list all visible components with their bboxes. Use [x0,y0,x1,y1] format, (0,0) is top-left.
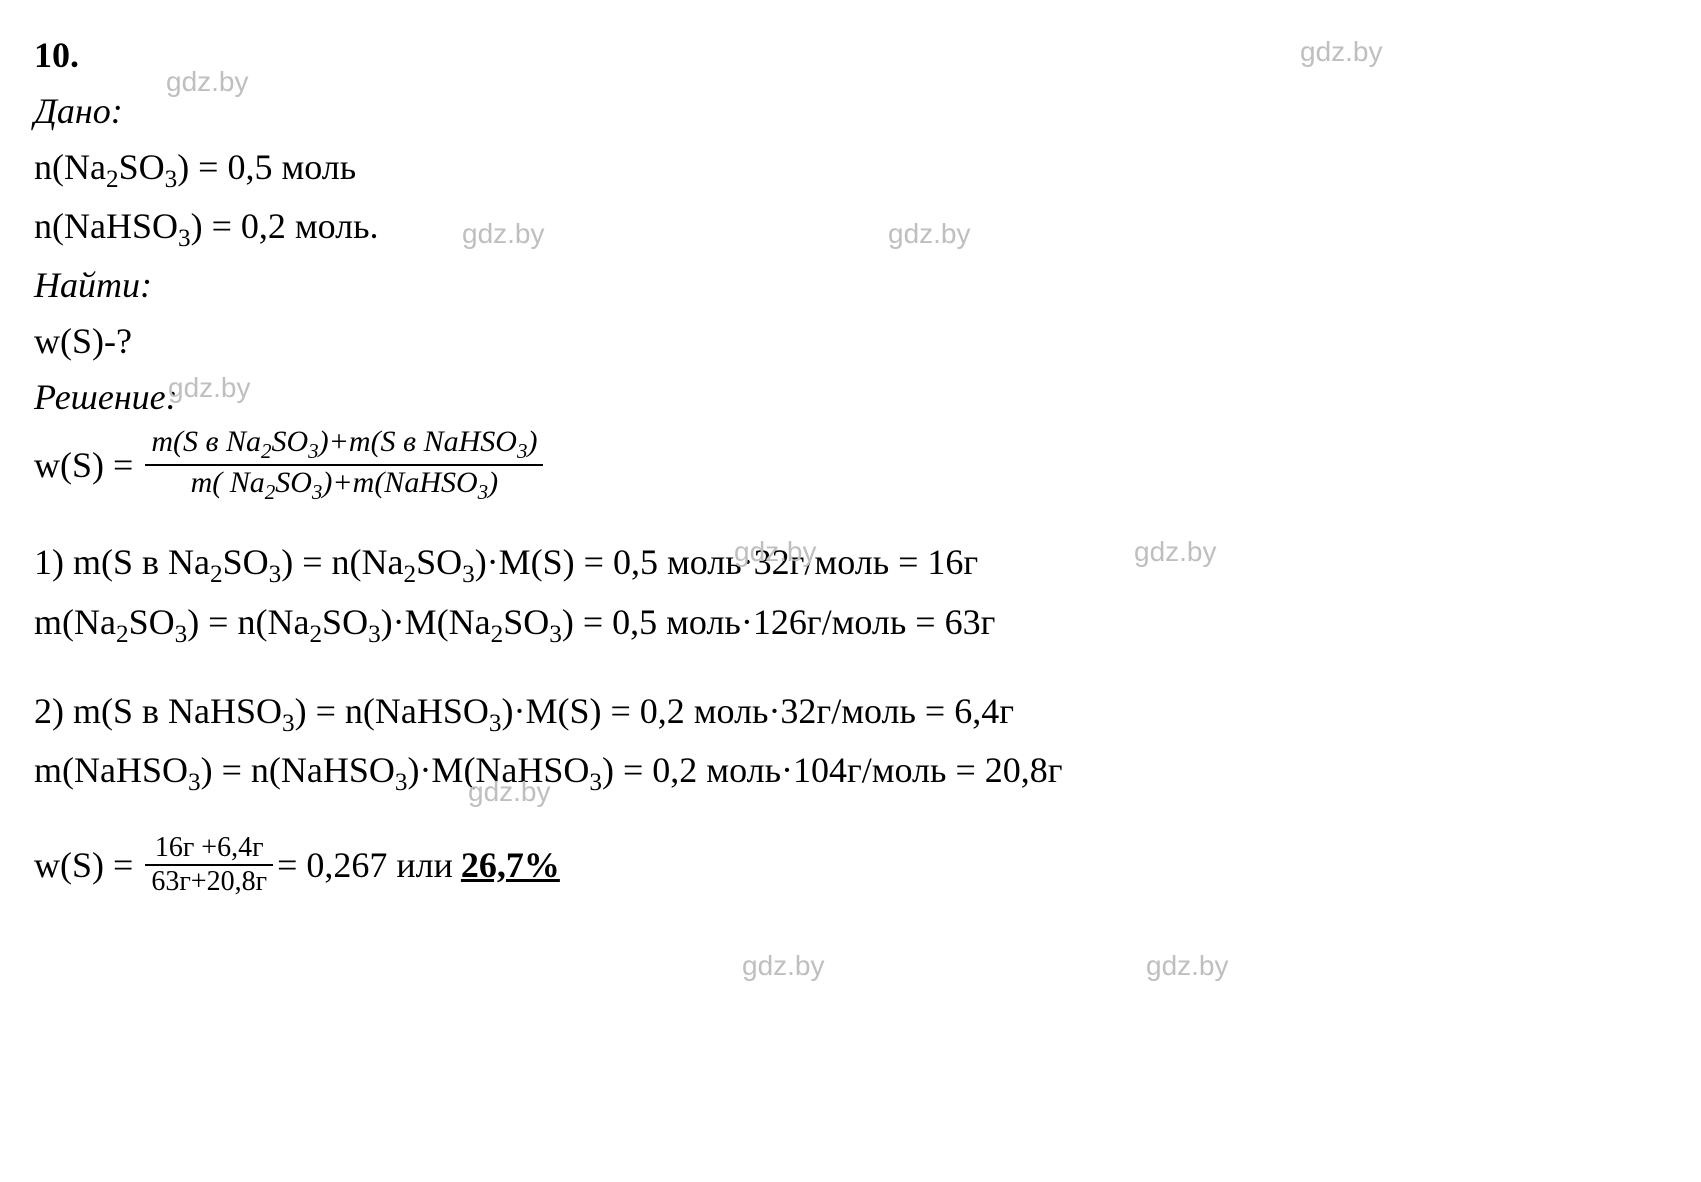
subscript: 3 [368,621,381,648]
subscript: 3 [478,480,489,504]
page-root: gdz.by gdz.by gdz.by gdz.by gdz.by gdz.b… [0,0,1701,926]
subscript: 2 [116,621,129,648]
subscript: 2 [106,166,119,193]
subscript: 2 [265,480,276,504]
step-1-line-1: 1) m(S в Na2SO3) = n(Na2SO3)·M(S) = 0,5 … [34,535,1667,594]
subscript: 3 [188,769,201,796]
spacer [34,654,1667,684]
step-2-line-2: m(NaHSO3) = n(NaHSO3)·M(NaHSO3) = 0,2 мо… [34,743,1667,802]
text: n(Na [34,147,106,187]
watermark: gdz.by [742,950,825,982]
text: ) = 0,5 моль [177,147,356,187]
answer-line: w(S) = 16г +6,4г 63г+20,8г = 0,267 или 2… [34,832,1667,898]
subscript: 3 [282,710,295,737]
text: ) = n(NaHSO [201,750,395,790]
text: ) = 0,2 моль. [191,206,379,246]
text: 1) m(S в Na [34,542,210,582]
formula-line: w(S) = m(S в Na2SO3)+m(S в NaHSO3) m( Na… [34,425,1667,505]
text: )+m(NaHSO [322,466,477,499]
spacer [34,505,1667,535]
problem-number: 10. [34,28,1667,84]
find-line: w(S)-? [34,314,1667,370]
formula-lhs: w(S) = [34,444,133,486]
spacer [34,802,1667,832]
text: ) = n(Na [187,602,309,642]
fraction-numerator: m(S в Na2SO3)+m(S в NaHSO3) [145,425,543,466]
text: SO [223,542,269,582]
text: SO [129,602,175,642]
text: ) [488,466,498,499]
text: m(Na [34,602,116,642]
text: m( Na [191,466,265,499]
watermark: gdz.by [1146,950,1229,982]
given-line-2: n(NaHSO3) = 0,2 моль. [34,199,1667,258]
answer-lhs: w(S) = [34,844,133,886]
text: )·M(NaHSO [407,750,589,790]
subscript: 3 [308,439,319,463]
subscript: 3 [462,562,475,589]
fraction-denominator: 63г+20,8г [145,866,273,898]
subscript: 2 [491,621,504,648]
fraction: m(S в Na2SO3)+m(S в NaHSO3) m( Na2SO3)+m… [145,425,543,505]
subscript: 3 [489,710,502,737]
label-find: Найти: [34,258,1667,314]
subscript: 3 [175,621,188,648]
text: )·M(S) = 0,2 моль·32г/моль = 6,4г [501,691,1014,731]
text: ) [527,425,537,458]
subscript: 2 [261,439,272,463]
label-solution: Решение: [34,370,1667,426]
text: m(NaHSO [34,750,188,790]
text: SO [119,147,165,187]
step-1-line-2: m(Na2SO3) = n(Na2SO3)·M(Na2SO3) = 0,5 мо… [34,595,1667,654]
text: ) = n(Na [281,542,403,582]
text: SO [322,602,368,642]
text: m(S в Na [151,425,261,458]
fraction-numerator: 16г +6,4г [145,832,273,866]
subscript: 3 [549,621,562,648]
subscript: 2 [210,562,223,589]
text: ) = 0,2 моль·104г/моль = 20,8г [602,750,1063,790]
text: n(NaHSO [34,206,178,246]
fraction: 16г +6,4г 63г+20,8г [145,832,273,898]
text: SO [416,542,462,582]
subscript: 3 [395,769,408,796]
text: ) = 0,5 моль·126г/моль = 63г [562,602,996,642]
label-given: Дано: [34,84,1667,140]
text: )·M(S) = 0,5 моль·32г/моль = 16г [475,542,979,582]
text: ) = n(NaHSO [295,691,489,731]
subscript: 3 [312,480,323,504]
subscript: 3 [178,225,191,252]
subscript: 3 [589,769,602,796]
text: )·M(Na [381,602,491,642]
text: 2) m(S в NaHSO [34,691,282,731]
answer-result: 26,7% [461,844,560,886]
text: )+m(S в NaHSO [319,425,517,458]
text: SO [503,602,549,642]
given-line-1: n(Na2SO3) = 0,5 моль [34,140,1667,199]
subscript: 2 [309,621,322,648]
subscript: 3 [517,439,528,463]
step-2-line-1: 2) m(S в NaHSO3) = n(NaHSO3)·M(S) = 0,2 … [34,684,1667,743]
text: SO [275,466,312,499]
text: SO [272,425,309,458]
subscript: 3 [269,562,282,589]
subscript: 2 [403,562,416,589]
subscript: 3 [165,166,178,193]
answer-mid: = 0,267 или [277,844,453,886]
fraction-denominator: m( Na2SO3)+m(NaHSO3) [145,466,543,505]
